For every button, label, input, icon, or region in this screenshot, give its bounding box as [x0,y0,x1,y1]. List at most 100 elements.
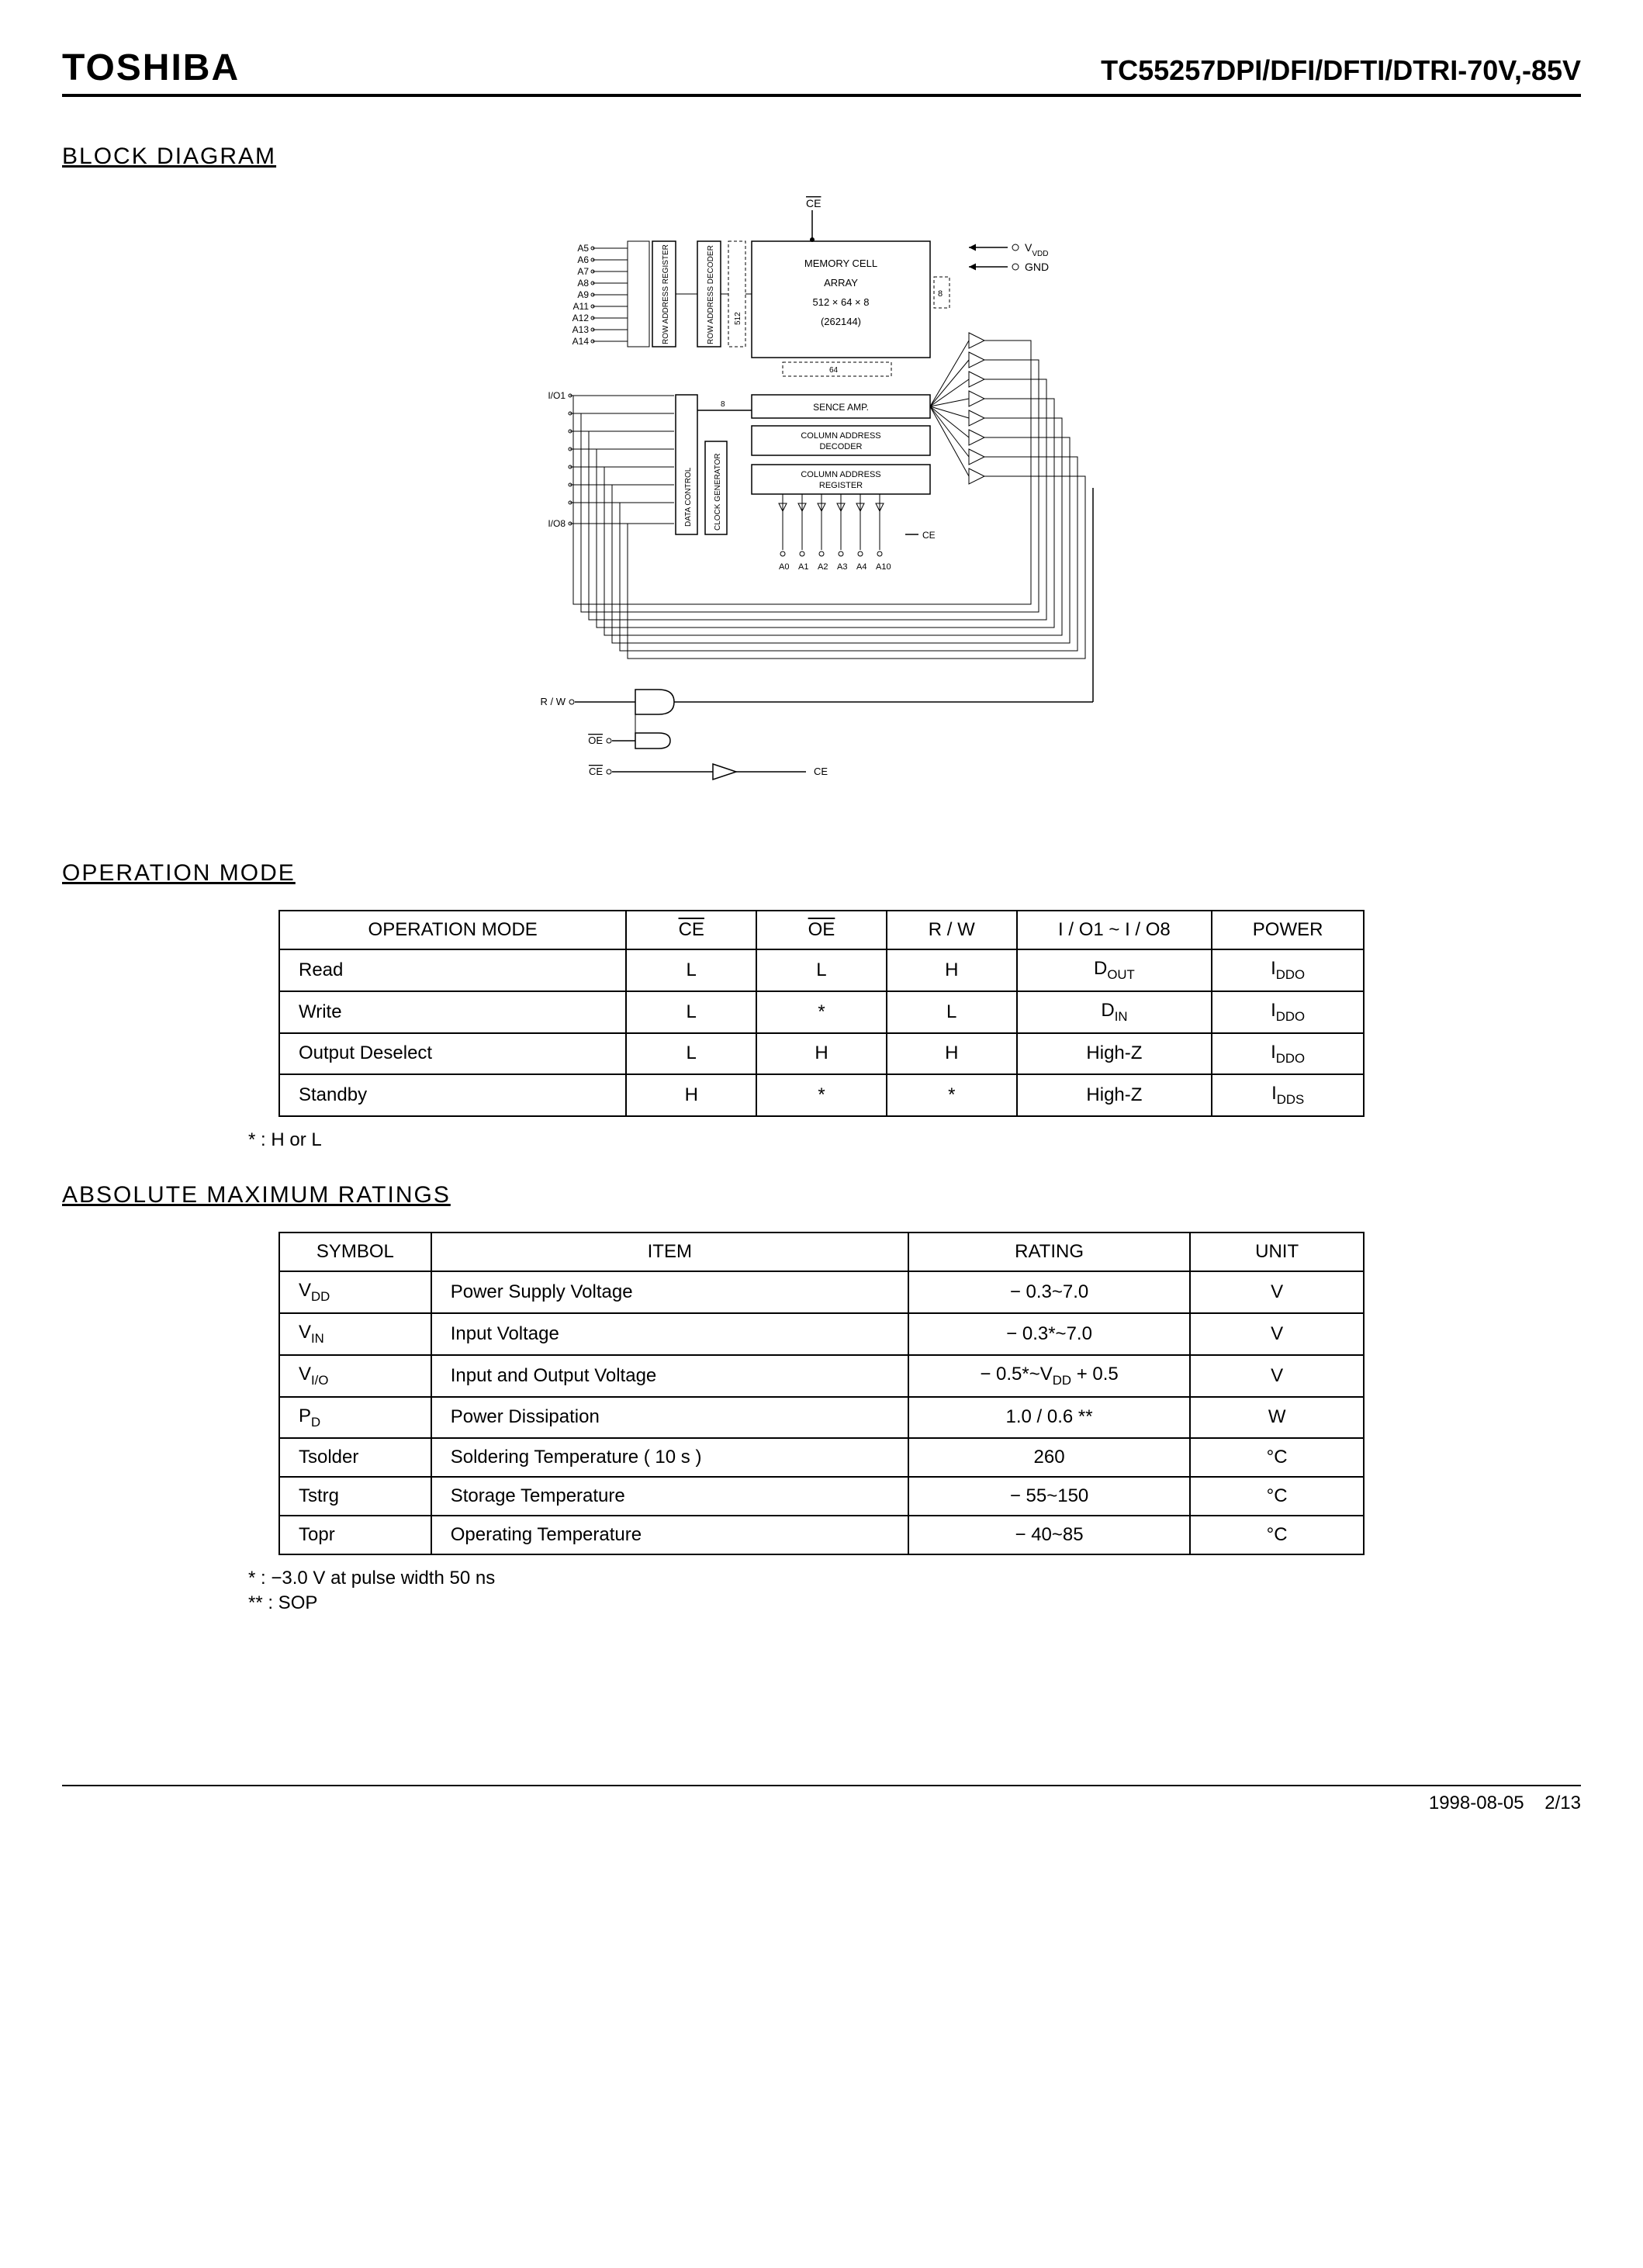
th-unit: UNIT [1190,1233,1364,1271]
cell-mode: Standby [279,1074,626,1116]
dim-8-bus: 8 [721,400,725,409]
amr-table: SYMBOL ITEM RATING UNIT VDDPower Supply … [278,1232,1365,1555]
cell-unit: V [1190,1313,1364,1355]
section-title-block-diagram: BLOCK DIAGRAM [62,143,1581,170]
section-title-operation-mode: OPERATION MODE [62,860,1581,887]
amr-footnote-2: ** : SOP [248,1592,1581,1614]
ce-out-label: CE [814,766,828,777]
th-ce: CE [626,911,756,949]
cell-unit: °C [1190,1438,1364,1477]
col-latches [779,494,884,556]
cell-mode: Write [279,991,626,1033]
io-bus-wrap [573,341,1085,659]
cell-rating: 260 [908,1438,1190,1477]
cell-rating: − 55~150 [908,1477,1190,1516]
row-addr-decoder-label: ROW ADDRESS DECODER [707,245,715,344]
cell-unit: °C [1190,1516,1364,1554]
pin-a7: A7 [577,266,589,277]
data-control-label: DATA CONTROL [684,467,693,527]
footer-text: 1998-08-05 2/13 [62,1793,1581,1814]
cell-power: IDDO [1212,991,1364,1033]
cell-symbol: VDD [279,1271,431,1313]
pin-a0: A0 [779,562,789,572]
cell-item: Power Dissipation [431,1397,908,1439]
cell-symbol: Tsolder [279,1438,431,1477]
dim-512-label: 512 [734,312,742,325]
cell-unit: °C [1190,1477,1364,1516]
gnd-label: GND [1025,261,1049,273]
pin-a10: A10 [876,562,891,572]
cell-power: IDDO [1212,1033,1364,1075]
io-lines [569,394,674,525]
dim-8-label: 8 [938,289,943,299]
th-io: I / O1 ~ I / O8 [1017,911,1212,949]
th-rating: RATING [908,1233,1190,1271]
block-diagram-container: CE VVDD GND A5 A6 A7 A8 A9 A11 A12 A13 A… [62,193,1581,829]
row-latches [628,241,649,347]
th-item: ITEM [431,1233,908,1271]
table-row: StandbyH**High-ZIDDS [279,1074,1364,1116]
operation-mode-table: OPERATION MODE CE OE R / W I / O1 ~ I / … [278,910,1365,1117]
cell-symbol: VI/O [279,1355,431,1397]
cell-item: Storage Temperature [431,1477,908,1516]
table-header-row: SYMBOL ITEM RATING UNIT [279,1233,1364,1271]
io8-label: I/O8 [548,518,566,529]
table-header-row: OPERATION MODE CE OE R / W I / O1 ~ I / … [279,911,1364,949]
ce-top-label: CE [806,197,821,209]
brand-logo: TOSHIBA [62,47,240,89]
sense-to-buffer-bus [930,341,969,476]
cell-rating: − 40~85 [908,1516,1190,1554]
cell-unit: V [1190,1271,1364,1313]
footer-rule [62,1785,1581,1786]
table-row: VI/OInput and Output Voltage− 0.5*~VDD +… [279,1355,1364,1397]
col-dec-l2: DECODER [819,442,862,451]
page-header: TOSHIBA TC55257DPI/DFI/DFTI/DTRI-70V,-85… [62,47,1581,97]
pin-a9: A9 [577,289,589,300]
mem-array-l4: (262144) [821,316,861,327]
cell-unit: V [1190,1355,1364,1397]
cell-rating: − 0.3*~7.0 [908,1313,1190,1355]
cell-mode: Read [279,949,626,991]
cell-rating: 1.0 / 0.6 ** [908,1397,1190,1439]
pin-a6: A6 [577,254,589,265]
mem-array-l3: 512 × 64 × 8 [812,296,869,308]
pin-a1: A1 [798,562,808,572]
th-mode: OPERATION MODE [279,911,626,949]
cell-item: Soldering Temperature ( 10 s ) [431,1438,908,1477]
dim-64-label: 64 [829,366,839,375]
cell-unit: W [1190,1397,1364,1439]
pin-a2: A2 [818,562,828,572]
row-addr-register-label: ROW ADDRESS REGISTER [662,244,670,344]
th-rw: R / W [887,911,1017,949]
output-buffers [969,333,984,484]
th-symbol: SYMBOL [279,1233,431,1271]
pin-a3: A3 [837,562,847,572]
amr-footnote-1: * : −3.0 V at pulse width 50 ns [248,1568,1581,1589]
pin-a14: A14 [572,336,590,347]
rw-label: R / W [541,696,566,707]
th-power: POWER [1212,911,1364,949]
block-diagram-svg: CE VVDD GND A5 A6 A7 A8 A9 A11 A12 A13 A… [472,193,1171,829]
col-dec-l1: COLUMN ADDRESS [801,431,880,441]
vdd-label: VDD [1032,250,1048,258]
mem-array-l1: MEMORY CELL [804,258,877,269]
ce-buffer [713,764,736,780]
pin-a11: A11 [573,301,590,312]
cell-ce: L [626,949,756,991]
cell-ce: L [626,1033,756,1075]
cell-rw: * [887,1074,1017,1116]
ce-bottom-label: CE [589,766,603,777]
cell-oe: * [756,1074,887,1116]
table-row: PDPower Dissipation1.0 / 0.6 **W [279,1397,1364,1439]
pin-a12: A12 [572,313,590,323]
cell-rating: − 0.3~7.0 [908,1271,1190,1313]
cell-item: Power Supply Voltage [431,1271,908,1313]
clock-generator-label: CLOCK GENERATOR [714,453,722,531]
cell-item: Input Voltage [431,1313,908,1355]
svg-text:VVDD: VVDD [1025,241,1048,258]
cell-io: DIN [1017,991,1212,1033]
io1-label: I/O1 [548,390,566,401]
cell-item: Operating Temperature [431,1516,908,1554]
table-row: ReadLLHDOUTIDDO [279,949,1364,991]
table-row: WriteL*LDINIDDO [279,991,1364,1033]
